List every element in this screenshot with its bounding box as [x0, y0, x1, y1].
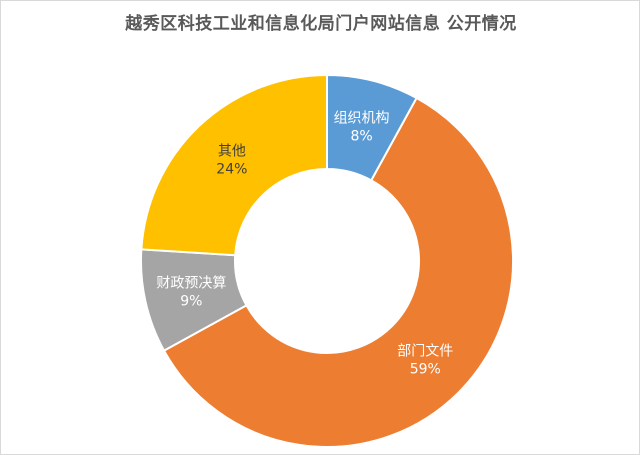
- label-finance-value: 9%: [180, 293, 202, 309]
- label-dept-docs-value: 59%: [410, 361, 441, 377]
- label-other-category: 其他: [218, 144, 246, 160]
- label-dept-docs-category: 部门文件: [397, 343, 453, 359]
- slice-other: [140, 73, 328, 257]
- slices-group: [140, 73, 514, 448]
- slice-dept-docs: [162, 96, 514, 448]
- label-finance-category: 财政预决算: [156, 275, 226, 291]
- labels-group: 组织机构 8% 部门文件 59% 财政预决算 9% 其他 24%: [156, 110, 453, 377]
- label-org-value: 8%: [350, 128, 372, 144]
- chart-title: 越秀区科技工业和信息化局门户网站信息 公开情况: [125, 14, 517, 34]
- label-other-value: 24%: [216, 162, 247, 178]
- label-org-category: 组织机构: [334, 110, 390, 126]
